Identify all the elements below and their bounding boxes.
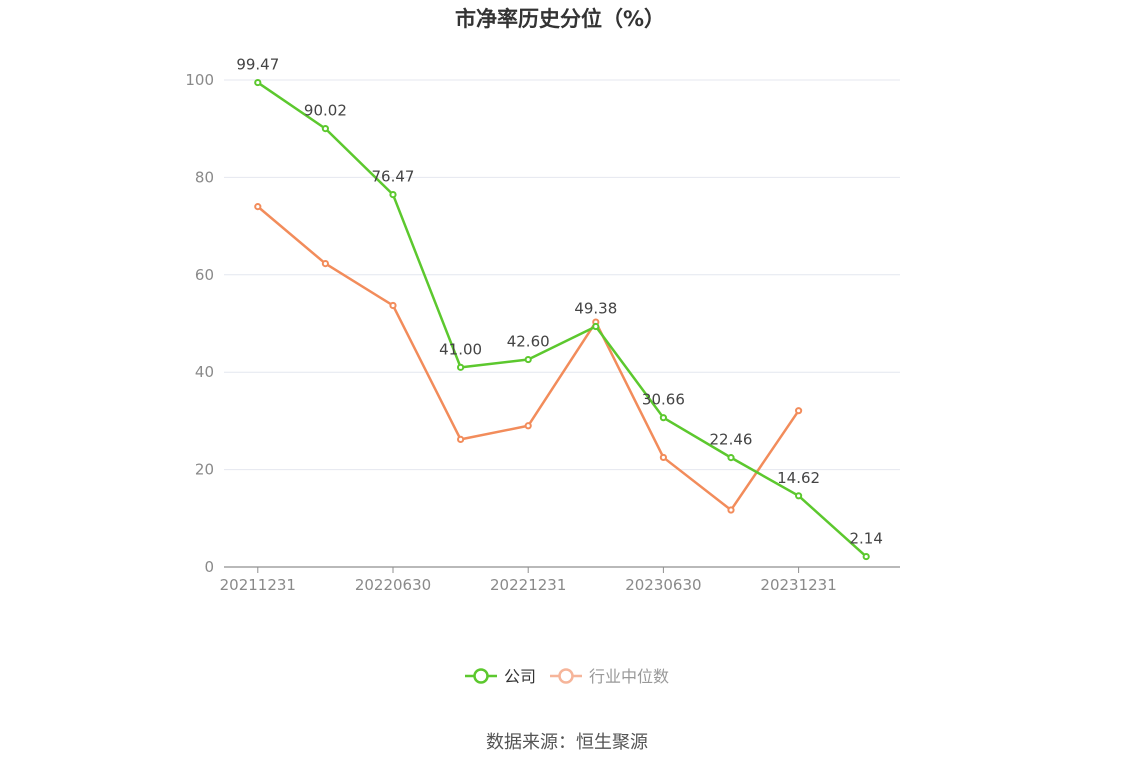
data-point [457, 435, 465, 444]
y-tick-label: 40 [195, 363, 214, 381]
data-point [254, 203, 262, 211]
data-point [592, 322, 600, 331]
data-label: 99.47 [236, 56, 279, 74]
data-label: 42.60 [507, 333, 550, 351]
y-tick-label: 60 [195, 266, 214, 284]
data-point [795, 407, 803, 415]
data-label: 49.38 [574, 300, 617, 318]
data-point [524, 355, 532, 364]
data-point [727, 454, 735, 462]
data-point [389, 190, 397, 199]
legend-label: 行业中位数 [589, 667, 669, 686]
data-point [457, 363, 465, 371]
series-line [257, 81, 868, 558]
data-point [321, 125, 329, 133]
series [254, 78, 870, 561]
data-label: 41.00 [439, 340, 482, 358]
series-company [254, 78, 870, 561]
data-label: 2.14 [849, 530, 882, 548]
data-point [321, 259, 329, 268]
source-text: 数据来源：恒生聚源 [486, 732, 648, 753]
legend-marker [473, 668, 489, 684]
legend-item-company: 公司 [465, 667, 536, 686]
data-label: 22.46 [710, 431, 753, 449]
y-tick-label: 80 [195, 168, 214, 186]
data-point [524, 422, 532, 430]
x-tick-label: 20221231 [490, 576, 566, 594]
legend-label: 公司 [504, 667, 536, 686]
data-point [389, 301, 397, 310]
data-label: 76.47 [372, 168, 415, 186]
data-label: 30.66 [642, 391, 685, 409]
legend-item-industry-median: 行业中位数 [550, 667, 669, 686]
grid [224, 79, 900, 471]
y-tick-label: 100 [185, 71, 214, 89]
axes: 0 20 40 60 80 100 20211231 20220630 20221231 2023… [185, 71, 900, 594]
data-label: 90.02 [304, 102, 347, 120]
data-point [795, 492, 803, 500]
data-point [862, 552, 870, 561]
data-labels: 99.47 90.02 76.47 41.00 42.60 49.38 30.66 22.46… [236, 56, 883, 548]
legend: 公司 行业中位数 [465, 667, 669, 686]
y-tick-label: 20 [195, 461, 214, 479]
x-tick-label: 20230630 [625, 576, 701, 594]
legend-marker [558, 668, 574, 684]
data-point [659, 414, 668, 422]
data-point [254, 78, 262, 87]
chart-title: 市净率历史分位（%） [455, 7, 665, 31]
x-tick-label: 20220630 [355, 576, 431, 594]
data-point [727, 506, 735, 514]
y-tick-label: 0 [204, 558, 214, 576]
data-label: 14.62 [777, 469, 820, 487]
x-tick-label: 20211231 [220, 576, 296, 594]
x-tick-label: 20231231 [760, 576, 836, 594]
data-point [659, 453, 668, 462]
